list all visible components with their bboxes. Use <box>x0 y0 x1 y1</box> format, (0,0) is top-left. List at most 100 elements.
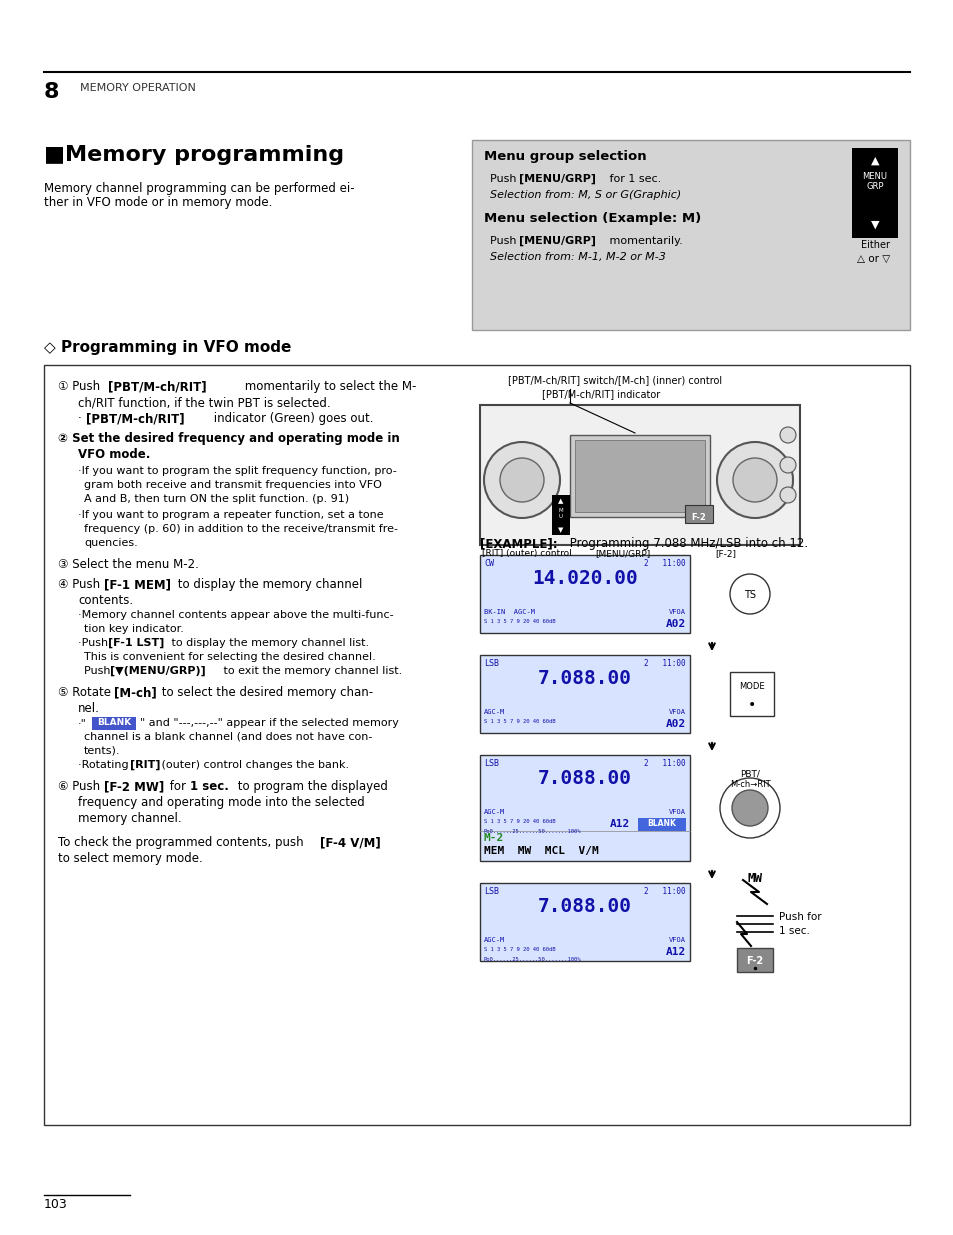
Circle shape <box>780 457 795 473</box>
Text: " and "---,---,--" appear if the selected memory: " and "---,---,--" appear if the selecte… <box>140 718 398 727</box>
Text: ④ Push: ④ Push <box>58 578 104 592</box>
Text: CW: CW <box>483 559 494 568</box>
Bar <box>552 495 569 535</box>
Text: ·Rotating: ·Rotating <box>78 760 132 769</box>
Text: memory channel.: memory channel. <box>78 811 181 825</box>
Text: ther in VFO mode or in memory mode.: ther in VFO mode or in memory mode. <box>44 196 273 209</box>
Text: [PBT/M-ch/RIT] switch/[M-ch] (inner) control: [PBT/M-ch/RIT] switch/[M-ch] (inner) con… <box>507 375 721 385</box>
Text: ·": ·" <box>78 718 87 727</box>
Text: Push: Push <box>490 236 519 246</box>
Text: S 1 3 5 7 9 20 40 60dB: S 1 3 5 7 9 20 40 60dB <box>483 947 555 952</box>
Text: for: for <box>166 781 190 793</box>
Text: Menu group selection: Menu group selection <box>483 149 646 163</box>
Text: [F-2]: [F-2] <box>714 550 735 558</box>
Text: ·If you want to program the split frequency function, pro-: ·If you want to program the split freque… <box>78 466 396 475</box>
Text: tents).: tents). <box>84 746 120 756</box>
Bar <box>569 435 709 517</box>
Text: 1 sec.: 1 sec. <box>779 926 809 936</box>
Text: channel is a blank channel (and does not have con-: channel is a blank channel (and does not… <box>84 732 372 742</box>
Circle shape <box>780 427 795 443</box>
Text: GRP: GRP <box>865 182 882 191</box>
Bar <box>851 148 897 238</box>
Text: 103: 103 <box>44 1198 68 1212</box>
Text: 8: 8 <box>44 82 59 103</box>
Text: A12: A12 <box>665 947 685 957</box>
Text: ⑥ Push: ⑥ Push <box>58 781 104 793</box>
Bar <box>479 655 689 734</box>
Text: ▼: ▼ <box>870 220 879 230</box>
Text: MEM  MW  MCL  V/M: MEM MW MCL V/M <box>483 846 598 856</box>
Circle shape <box>731 790 767 826</box>
Text: F-2: F-2 <box>691 513 706 522</box>
Text: [M-ch]: [M-ch] <box>113 685 156 699</box>
Text: ▼: ▼ <box>558 527 563 534</box>
Text: ⑤ Rotate: ⑤ Rotate <box>58 685 114 699</box>
Bar <box>737 948 772 972</box>
Text: This is convenient for selecting the desired channel.: This is convenient for selecting the des… <box>84 652 375 662</box>
Bar <box>729 672 773 716</box>
Text: M
U: M U <box>558 508 562 519</box>
Text: ·Memory channel contents appear above the multi-func-: ·Memory channel contents appear above th… <box>78 610 394 620</box>
Text: Po0......25......50.......100%: Po0......25......50.......100% <box>483 957 581 962</box>
Text: MW: MW <box>747 872 761 885</box>
Text: S 1 3 5 7 9 20 40 60dB: S 1 3 5 7 9 20 40 60dB <box>483 819 555 824</box>
Text: Po0......25......50.......100%: Po0......25......50.......100% <box>483 829 581 834</box>
Text: frequency and operating mode into the selected: frequency and operating mode into the se… <box>78 797 364 809</box>
Text: AGC-M: AGC-M <box>483 937 505 944</box>
Text: Programming 7.088 MHz/LSB into ch 12.: Programming 7.088 MHz/LSB into ch 12. <box>565 537 807 550</box>
Text: ▲: ▲ <box>558 498 563 504</box>
Text: to select memory mode.: to select memory mode. <box>58 852 203 864</box>
Text: Selection from: M, S or G(Graphic): Selection from: M, S or G(Graphic) <box>490 190 680 200</box>
Text: M-ch→RIT: M-ch→RIT <box>729 781 769 789</box>
Text: 1 sec.: 1 sec. <box>190 781 229 793</box>
Text: PBT/: PBT/ <box>740 769 760 779</box>
Text: •: • <box>747 698 756 713</box>
Text: contents.: contents. <box>78 594 133 606</box>
Text: 2   11:00: 2 11:00 <box>643 559 685 568</box>
Text: to display the memory channel: to display the memory channel <box>173 578 362 592</box>
Text: BLANK: BLANK <box>647 819 676 827</box>
Text: [PBT/M-ch/RIT] indicator: [PBT/M-ch/RIT] indicator <box>541 389 659 399</box>
Text: for 1 sec.: for 1 sec. <box>605 174 660 184</box>
Text: [MENU/GRP]: [MENU/GRP] <box>595 550 650 558</box>
Text: to select the desired memory chan-: to select the desired memory chan- <box>158 685 373 699</box>
Text: Push: Push <box>490 174 519 184</box>
Text: LSB: LSB <box>483 760 498 768</box>
Text: A and B, then turn ON the split function. (p. 91): A and B, then turn ON the split function… <box>84 494 349 504</box>
Bar <box>684 505 712 522</box>
Text: M-2: M-2 <box>483 832 504 844</box>
Circle shape <box>499 458 543 501</box>
Text: MODE: MODE <box>739 682 764 692</box>
Text: ·If you want to program a repeater function, set a tone: ·If you want to program a repeater funct… <box>78 510 383 520</box>
Text: [MENU/GRP]: [MENU/GRP] <box>518 236 596 246</box>
Text: tion key indicator.: tion key indicator. <box>84 624 184 634</box>
Text: To check the programmed contents, push: To check the programmed contents, push <box>58 836 307 848</box>
Text: A02: A02 <box>665 719 685 729</box>
Circle shape <box>729 574 769 614</box>
Text: to program the displayed: to program the displayed <box>233 781 388 793</box>
Text: 2   11:00: 2 11:00 <box>643 760 685 768</box>
Text: [F-1 LST]: [F-1 LST] <box>108 638 164 648</box>
Text: LSB: LSB <box>483 887 498 897</box>
Text: MEMORY OPERATION: MEMORY OPERATION <box>80 83 195 93</box>
Text: 7.088.00: 7.088.00 <box>537 897 631 916</box>
Text: S 1 3 5 7 9 20 40 60dB: S 1 3 5 7 9 20 40 60dB <box>483 719 555 724</box>
Text: S 1 3 5 7 9 20 40 60dB: S 1 3 5 7 9 20 40 60dB <box>483 619 555 624</box>
Text: A02: A02 <box>665 619 685 629</box>
Text: VFOA: VFOA <box>668 609 685 615</box>
Text: VFOA: VFOA <box>668 937 685 944</box>
Text: [MENU/GRP]: [MENU/GRP] <box>518 174 596 184</box>
Text: quencies.: quencies. <box>84 538 137 548</box>
Text: ch/RIT function, if the twin PBT is selected.: ch/RIT function, if the twin PBT is sele… <box>78 396 331 409</box>
Text: AGC-M: AGC-M <box>483 709 505 715</box>
Bar <box>638 818 685 831</box>
Text: (outer) control changes the bank.: (outer) control changes the bank. <box>158 760 349 769</box>
Text: ① Push: ① Push <box>58 380 104 393</box>
Bar <box>91 718 136 730</box>
Text: 2   11:00: 2 11:00 <box>643 887 685 897</box>
Text: Memory channel programming can be performed ei-: Memory channel programming can be perfor… <box>44 182 355 195</box>
Text: ② Set the desired frequency and operating mode in: ② Set the desired frequency and operatin… <box>58 432 399 445</box>
Bar <box>575 440 704 513</box>
Circle shape <box>720 778 780 839</box>
Text: [PBT/M-ch/RIT]: [PBT/M-ch/RIT] <box>86 412 185 425</box>
